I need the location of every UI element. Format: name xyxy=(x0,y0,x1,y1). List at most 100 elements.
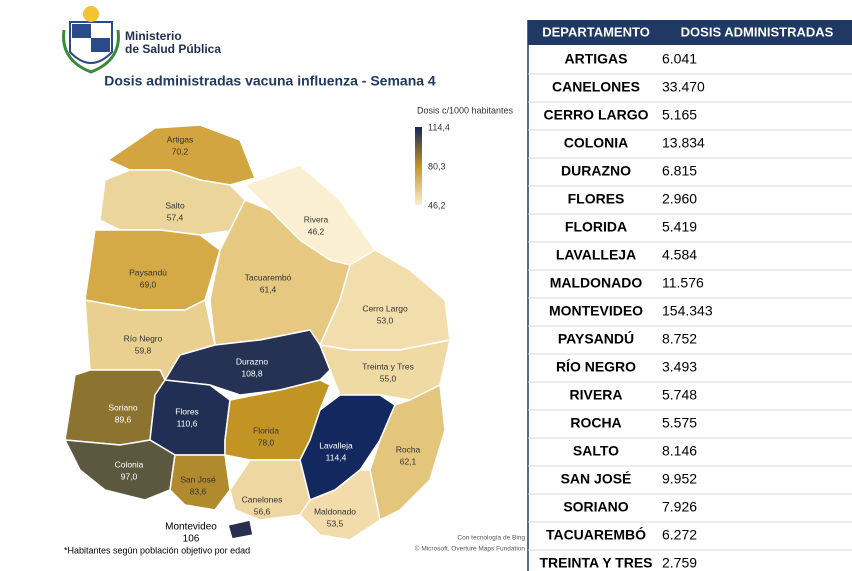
department: MONTEVIDEO xyxy=(549,303,643,319)
region-name: Río Negro xyxy=(124,333,163,343)
region-value: 53,5 xyxy=(327,518,344,528)
logo xyxy=(62,6,120,74)
region-name: Maldonado xyxy=(314,506,356,516)
region-value: 57,4 xyxy=(167,212,184,222)
doses: 154.343 xyxy=(662,303,713,319)
region-name: Paysandú xyxy=(129,267,167,277)
department: TACUAREMBÓ xyxy=(546,526,646,543)
department: CERRO LARGO xyxy=(544,107,649,123)
department: SALTO xyxy=(573,443,619,459)
region-value: 78,0 xyxy=(258,437,275,447)
legend-label: 114,4 xyxy=(428,122,450,132)
column-header: DEPARTAMENTO xyxy=(542,24,650,39)
doses: 9.952 xyxy=(662,471,697,487)
region-value: 70,2 xyxy=(172,146,189,156)
doses: 5.165 xyxy=(662,107,697,123)
legend-label: 46,2 xyxy=(428,200,446,210)
region xyxy=(169,454,231,511)
doses: 2.960 xyxy=(662,191,697,207)
department: DURAZNO xyxy=(561,163,631,179)
department: MALDONADO xyxy=(550,275,643,291)
region-name: Lavalleja xyxy=(319,440,353,450)
region-value: 56,6 xyxy=(254,506,271,516)
region-value: 83,6 xyxy=(190,486,207,496)
legend-title: Dosis c/1000 habitantes xyxy=(417,105,514,115)
region-value: 62,1 xyxy=(400,456,417,466)
department: TREINTA Y TRES xyxy=(539,555,652,571)
doses: 2.759 xyxy=(662,555,697,571)
region-name: Rocha xyxy=(396,444,421,454)
doses: 4.584 xyxy=(662,247,697,263)
region-value: 69,0 xyxy=(140,279,157,289)
region-name: Canelones xyxy=(242,494,283,504)
doses: 6.815 xyxy=(662,163,697,179)
region-value: 46,2 xyxy=(308,226,325,236)
department: SAN JOSÉ xyxy=(561,471,632,487)
region-name: Flores xyxy=(175,406,199,416)
region-value: 110,6 xyxy=(177,418,198,428)
region-value: 114,4 xyxy=(326,452,347,462)
region-value: 59,8 xyxy=(135,345,152,355)
department: RIVERA xyxy=(570,387,623,403)
department: LAVALLEJA xyxy=(556,247,636,263)
department: SORIANO xyxy=(563,499,628,515)
department: COLONIA xyxy=(564,135,629,151)
department: CANELONES xyxy=(552,79,640,95)
region-value: 97,0 xyxy=(121,471,138,481)
region xyxy=(299,469,381,541)
map-title: Dosis administradas vacuna influenza - S… xyxy=(104,73,436,89)
department: RÍO NEGRO xyxy=(556,359,636,375)
department: FLORIDA xyxy=(565,219,627,235)
doses: 8.146 xyxy=(662,443,697,459)
ministry-line: de Salud Pública xyxy=(125,42,221,56)
region-name: Rivera xyxy=(304,214,329,224)
region-name: Montevideo xyxy=(165,522,217,533)
region-value: 108,8 xyxy=(241,368,263,378)
table-header xyxy=(528,20,852,45)
region-name: Colonia xyxy=(115,459,144,469)
department: FLORES xyxy=(568,191,625,207)
region-name: Tacuarembó xyxy=(245,272,292,282)
legend-bar xyxy=(415,127,422,205)
department: ARTIGAS xyxy=(565,51,628,67)
map: Artigas 70,2 Salto 57,4 Rivera 46,2 Paysandú 69… xyxy=(63,124,451,545)
region-name: Salto xyxy=(165,200,185,210)
department: ROCHA xyxy=(570,415,621,431)
region-value: 55,0 xyxy=(380,373,397,383)
doses: 33.470 xyxy=(662,79,705,95)
doses: 6.272 xyxy=(662,527,697,543)
region-value: 53,0 xyxy=(377,315,394,325)
region-name: Durazno xyxy=(236,356,268,366)
doses: 3.493 xyxy=(662,359,697,375)
region-name: Artigas xyxy=(167,134,193,144)
region xyxy=(63,439,176,501)
doses: 7.926 xyxy=(662,499,697,515)
doses: 5.748 xyxy=(662,387,697,403)
doses: 8.752 xyxy=(662,331,697,347)
attribution: © Microsoft, Overture Maps Fundation xyxy=(415,545,526,553)
region-value: 106 xyxy=(183,534,200,545)
region xyxy=(227,519,254,540)
doses: 5.419 xyxy=(662,219,697,235)
region-value: 89,6 xyxy=(115,414,132,424)
ministry-line: Ministerio xyxy=(125,29,182,43)
legend-label: 80,3 xyxy=(428,161,446,171)
doses: 13.834 xyxy=(662,135,705,151)
region-name: San José xyxy=(180,474,216,484)
doses: 6.041 xyxy=(662,51,697,67)
table: DEPARTAMENTO DOSIS ADMINISTRADAS ARTIGAS 6.… xyxy=(527,20,852,571)
doses: 11.576 xyxy=(662,275,704,291)
region-name: Florida xyxy=(253,425,279,435)
region-value: 61,4 xyxy=(260,284,277,294)
region-name: Cerro Largo xyxy=(362,303,408,313)
region xyxy=(369,383,446,522)
region-name: Soriano xyxy=(108,402,138,412)
region-name: Treinta y Tres xyxy=(362,361,414,371)
department: PAYSANDÚ xyxy=(558,330,634,347)
column-header: DOSIS ADMINISTRADAS xyxy=(681,24,834,39)
attribution: Con tecnología de Bing xyxy=(457,535,525,542)
footnote: *Habitantes según población objetivo por… xyxy=(64,545,250,555)
doses: 5.575 xyxy=(662,415,697,431)
